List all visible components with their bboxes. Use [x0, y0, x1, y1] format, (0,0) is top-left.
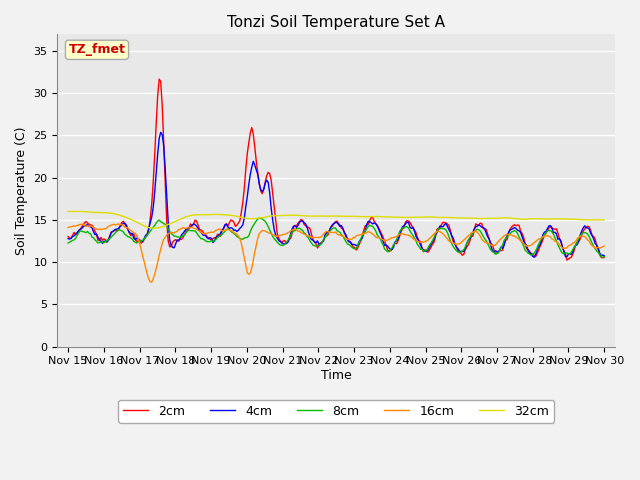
- Line: 2cm: 2cm: [68, 79, 604, 260]
- 32cm: [225, 212, 233, 218]
- 8cm: [251, 220, 259, 226]
- 2cm: [225, 220, 233, 226]
- 32cm: [151, 225, 159, 231]
- 4cm: [225, 226, 233, 231]
- 16cm: [64, 225, 72, 230]
- 32cm: [252, 216, 260, 221]
- Title: Tonzi Soil Temperature Set A: Tonzi Soil Temperature Set A: [227, 15, 445, 30]
- 2cm: [156, 76, 163, 82]
- 4cm: [64, 236, 72, 241]
- Line: 8cm: 8cm: [68, 218, 604, 257]
- Y-axis label: Soil Temperature (C): Soil Temperature (C): [15, 126, 28, 254]
- 8cm: [300, 230, 308, 236]
- 8cm: [572, 242, 580, 248]
- X-axis label: Time: Time: [321, 369, 351, 382]
- 32cm: [300, 213, 308, 219]
- 2cm: [600, 254, 608, 260]
- 4cm: [600, 253, 608, 259]
- 4cm: [130, 235, 138, 241]
- 2cm: [130, 231, 138, 237]
- 4cm: [300, 220, 308, 226]
- 16cm: [227, 228, 235, 234]
- 8cm: [242, 235, 250, 240]
- 32cm: [64, 209, 72, 215]
- 16cm: [254, 235, 262, 241]
- 4cm: [530, 254, 538, 260]
- 2cm: [243, 150, 251, 156]
- 8cm: [255, 215, 263, 221]
- 4cm: [252, 167, 260, 173]
- 16cm: [245, 271, 253, 277]
- 8cm: [599, 254, 607, 260]
- 32cm: [572, 216, 580, 222]
- 16cm: [600, 243, 608, 249]
- 16cm: [573, 236, 581, 241]
- 32cm: [130, 218, 138, 224]
- Line: 32cm: 32cm: [68, 212, 604, 228]
- 4cm: [243, 193, 251, 199]
- 8cm: [224, 226, 232, 232]
- 8cm: [600, 253, 608, 259]
- 32cm: [600, 217, 608, 223]
- Line: 16cm: 16cm: [68, 224, 604, 282]
- 8cm: [64, 240, 72, 246]
- 4cm: [573, 241, 581, 247]
- 2cm: [64, 234, 72, 240]
- 32cm: [243, 216, 251, 221]
- 16cm: [148, 279, 156, 285]
- 2cm: [300, 222, 308, 228]
- 16cm: [115, 221, 123, 227]
- 2cm: [252, 158, 260, 164]
- 2cm: [563, 257, 571, 263]
- 16cm: [131, 231, 139, 237]
- 2cm: [573, 240, 581, 246]
- Legend: 2cm, 4cm, 8cm, 16cm, 32cm: 2cm, 4cm, 8cm, 16cm, 32cm: [118, 400, 554, 423]
- 8cm: [130, 239, 138, 244]
- Line: 4cm: 4cm: [68, 132, 604, 257]
- 16cm: [301, 232, 309, 238]
- 4cm: [157, 130, 164, 135]
- Text: TZ_fmet: TZ_fmet: [68, 43, 125, 56]
